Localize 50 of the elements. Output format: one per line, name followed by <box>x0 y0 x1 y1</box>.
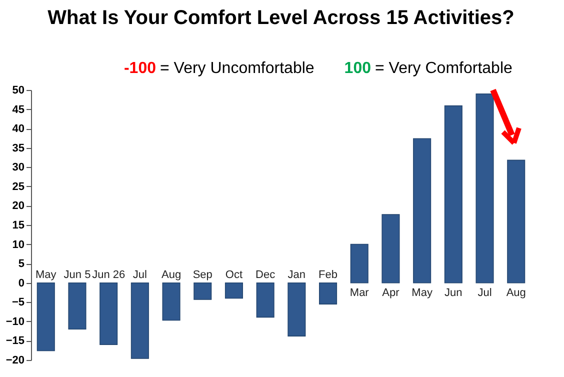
y-tick-label: −10 <box>6 316 24 328</box>
x-tick-label: May <box>412 286 433 299</box>
x-tick-label: Jun 26 <box>92 268 126 281</box>
y-tick-label: 0 <box>18 277 24 290</box>
x-tick-label: Jul <box>132 268 147 281</box>
x-tick-label: Dec <box>256 268 276 281</box>
bar <box>130 282 149 359</box>
bar <box>100 282 118 345</box>
x-tick-label: Jul <box>478 286 492 299</box>
x-tick-label: Apr <box>382 286 400 299</box>
x-tick-label: Mar <box>350 286 370 299</box>
bar <box>382 214 400 284</box>
y-tick-label: 25 <box>12 180 24 193</box>
bar <box>507 160 526 284</box>
text: -100 = Very Uncomfortable <box>124 60 314 77</box>
y-tick-label: 35 <box>12 142 24 154</box>
y-tick-label: 45 <box>12 104 24 116</box>
y-tick-label: −20 <box>6 354 24 366</box>
y-tick-label: −5 <box>12 296 24 309</box>
x-tick-label: Jun <box>444 286 462 299</box>
bar <box>413 138 432 284</box>
bar <box>162 282 180 321</box>
bar <box>288 282 306 336</box>
y-tick-label: −15 <box>6 335 24 348</box>
y-tick-label: 30 <box>12 162 24 174</box>
bar <box>36 282 55 352</box>
x-tick-label: Jun 5 <box>64 268 91 281</box>
bar <box>319 282 338 304</box>
y-tick-label: 10 <box>12 238 24 251</box>
text: 100 = Very Comfortable <box>344 60 512 77</box>
y-tick-label: 40 <box>12 123 24 136</box>
x-tick-label: May <box>36 268 57 281</box>
x-tick-label: Oct <box>225 268 243 281</box>
y-tick-label: 15 <box>12 220 24 232</box>
y-tick-label: 20 <box>12 200 24 212</box>
x-tick-label: Feb <box>318 268 338 281</box>
bar <box>444 105 462 284</box>
x-tick-label: Jan <box>288 268 306 281</box>
chart-title: What Is Your Comfort Level Across 15 Activities? <box>48 7 514 29</box>
bar <box>256 282 274 318</box>
y-tick-label: 50 <box>12 84 24 96</box>
bar <box>476 93 494 284</box>
bar <box>194 282 212 300</box>
x-tick-label: Aug <box>506 286 526 299</box>
bar <box>350 244 368 284</box>
x-tick-label: Aug <box>161 268 182 281</box>
y-tick-label: 5 <box>18 258 24 270</box>
bar <box>224 282 243 299</box>
bar <box>68 282 86 330</box>
x-tick-label: Sep <box>192 268 212 281</box>
